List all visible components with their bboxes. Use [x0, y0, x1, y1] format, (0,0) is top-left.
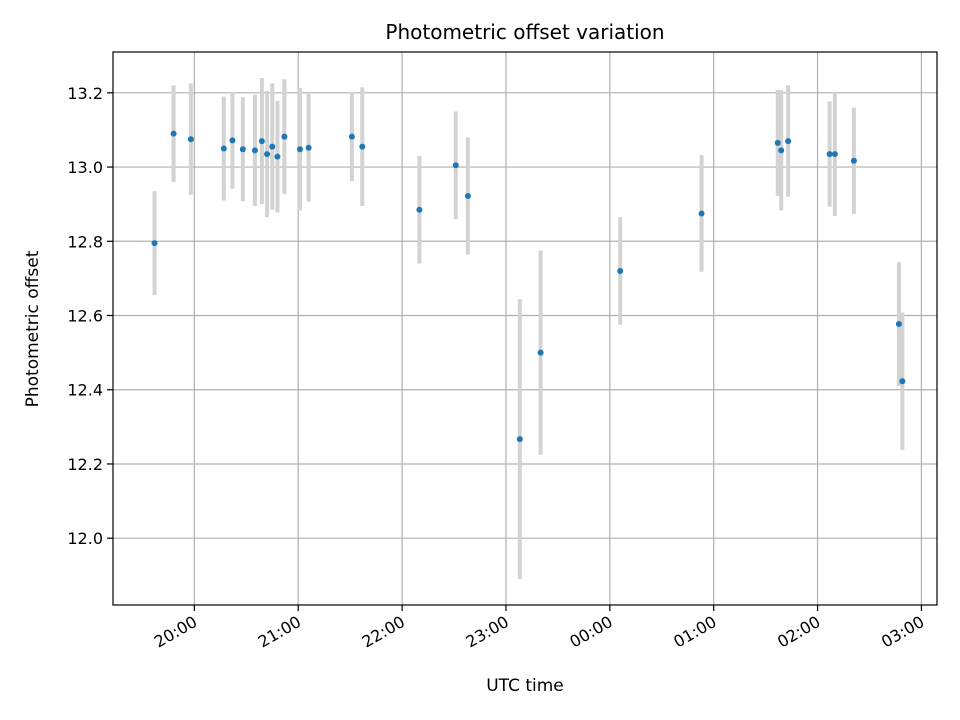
data-point [464, 193, 471, 200]
x-tick-label: 22:00 [359, 612, 408, 652]
x-tick-layer: 20:00 21:00 22:00 23:00 00:00 01:00 02:00 03:00 [151, 605, 927, 652]
x-tick-label: 20:00 [151, 612, 200, 652]
data-point [264, 151, 271, 158]
chart-title: Photometric offset variation [385, 20, 664, 44]
x-tick-label: 00:00 [566, 612, 615, 652]
data-point [416, 206, 423, 213]
x-tick-label: 01:00 [670, 612, 719, 652]
data-point [305, 144, 312, 151]
x-tick-label: 21:00 [255, 612, 304, 652]
data-point [187, 136, 194, 143]
y-tick-label: 13.2 [67, 84, 103, 103]
data-point [899, 378, 906, 385]
data-point [359, 143, 366, 150]
y-tick-layer: 12.0 12.2 12.4 12.6 12.8 13.0 13.2 [67, 84, 113, 548]
y-tick-label: 12.8 [67, 232, 103, 251]
data-point [537, 349, 544, 356]
data-point [251, 147, 258, 154]
x-tick-label: 23:00 [463, 612, 512, 652]
grid-layer [113, 52, 937, 605]
data-point [239, 146, 246, 153]
data-point [281, 133, 288, 140]
data-point [258, 138, 265, 145]
data-point [348, 133, 355, 140]
data-point [785, 138, 792, 145]
x-tick-label: 02:00 [774, 612, 823, 652]
data-point [452, 162, 459, 169]
x-axis-label: UTC time [486, 676, 564, 696]
data-point [516, 436, 523, 443]
data-point [617, 267, 624, 274]
y-axis-label: Photometric offset [23, 250, 43, 407]
y-tick-label: 12.4 [67, 381, 103, 400]
data-point [269, 143, 276, 150]
x-tick-label: 03:00 [878, 612, 927, 652]
data-point [151, 240, 158, 247]
data-point [850, 157, 857, 164]
y-tick-label: 12.6 [67, 307, 103, 326]
data-point [778, 147, 785, 154]
data-point [826, 151, 833, 158]
data-point [698, 210, 705, 217]
y-tick-label: 12.0 [67, 529, 103, 548]
data-point-layer [151, 130, 906, 443]
data-point [274, 153, 281, 160]
data-point [229, 137, 236, 144]
plot-frame [112, 51, 938, 606]
y-tick-label: 13.0 [67, 158, 103, 177]
data-point [296, 146, 303, 153]
y-tick-label: 12.2 [67, 455, 103, 474]
data-point [220, 145, 227, 152]
data-point [895, 321, 902, 328]
data-point [774, 139, 781, 146]
data-point [170, 130, 177, 137]
data-point [831, 151, 838, 158]
